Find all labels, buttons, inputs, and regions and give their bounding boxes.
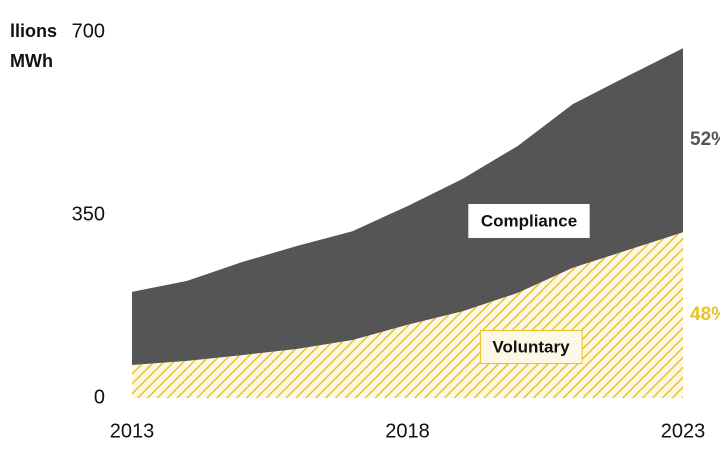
share-label: 52% [690, 129, 720, 150]
y-tick-label: 350 [72, 203, 105, 225]
area [132, 48, 683, 366]
x-tick-label: 2023 [661, 420, 706, 442]
y-tick-label: 0 [94, 386, 105, 408]
label-box [468, 203, 590, 238]
area-label: Compliance [481, 211, 577, 230]
area-label: Voluntary [492, 337, 570, 356]
x-tick-label: 2013 [110, 420, 155, 442]
y-tick-label: 700 [72, 20, 105, 42]
y-axis-title: llions [10, 21, 57, 41]
share-label: 48% [690, 304, 720, 325]
x-tick-label: 2018 [385, 420, 430, 442]
y-axis-title: MWh [10, 51, 53, 71]
label-box [479, 329, 583, 364]
